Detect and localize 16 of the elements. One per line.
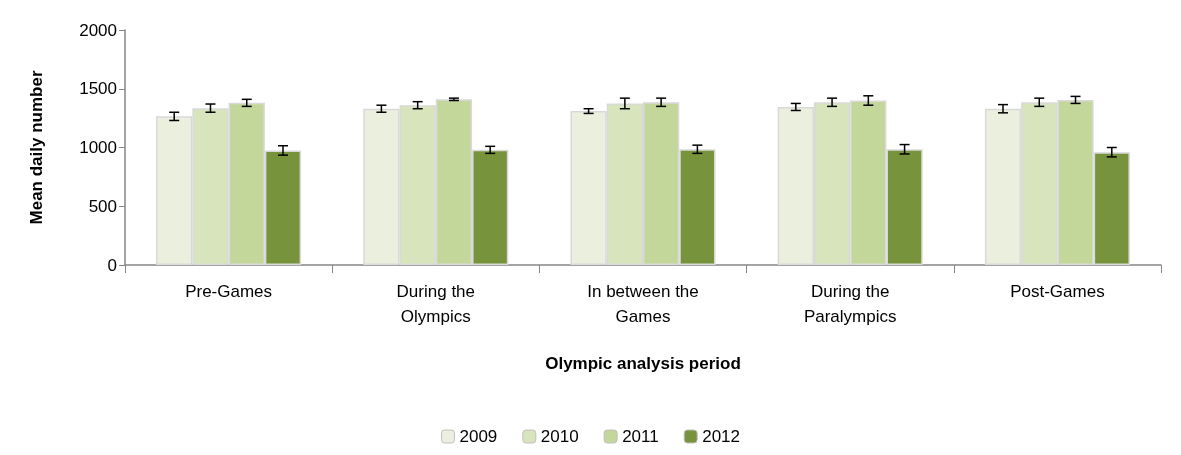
- y-tick-label: 500: [88, 196, 117, 216]
- x-tick-label: Pre-Games: [185, 282, 273, 301]
- y-tick-label: 0: [107, 255, 117, 275]
- x-axis-title: Olympic analysis period: [545, 354, 741, 373]
- legend-label: 2012: [702, 427, 741, 446]
- x-tick-label: Post-Games: [1010, 282, 1105, 301]
- x-tick-label: During the Paralympics: [803, 282, 897, 326]
- x-tick-label: In between the Games: [587, 282, 699, 326]
- y-tick-label: 1000: [79, 138, 117, 157]
- legend-label: 2011: [622, 427, 659, 446]
- x-tick-label: During the Olympics: [396, 282, 476, 326]
- y-axis-title: Mean daily number: [27, 70, 46, 225]
- legend-label: 2010: [540, 427, 579, 446]
- legend-label: 2009: [459, 427, 498, 446]
- y-tick-label: 2000: [79, 20, 117, 40]
- y-tick-label: 1500: [79, 79, 117, 99]
